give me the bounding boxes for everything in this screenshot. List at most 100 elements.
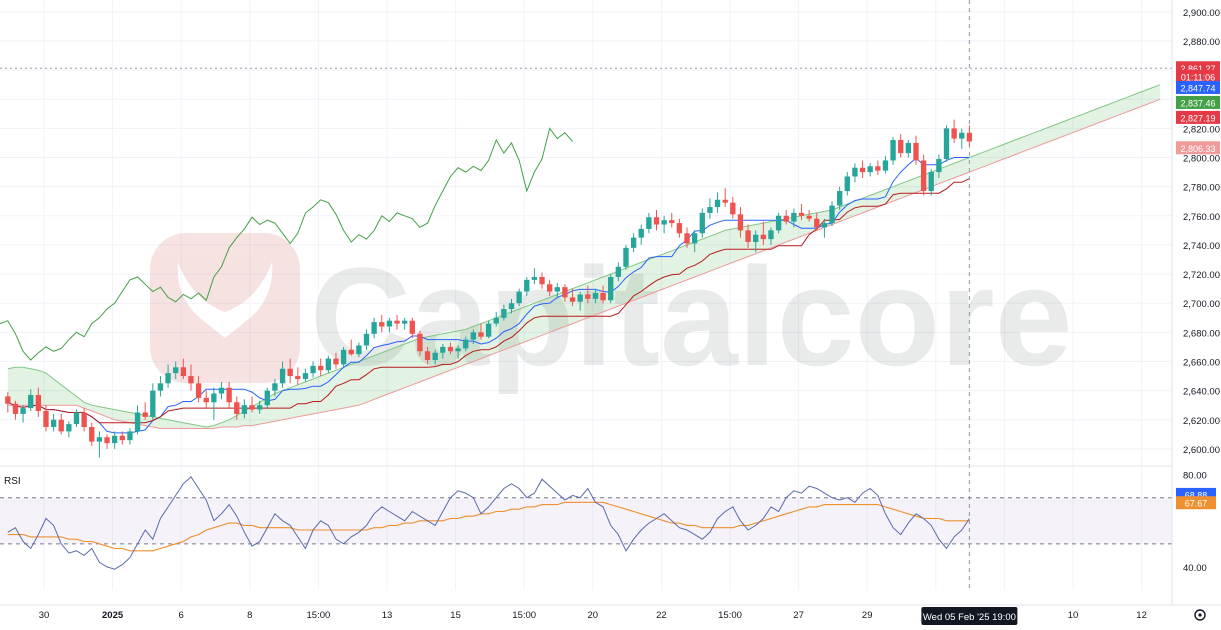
candle[interactable] — [165, 364, 171, 388]
candle[interactable] — [722, 188, 728, 208]
candle[interactable] — [409, 317, 415, 339]
candle[interactable] — [371, 317, 377, 339]
candle[interactable] — [783, 209, 789, 225]
candle[interactable] — [501, 304, 507, 321]
candle[interactable] — [508, 298, 515, 314]
candle[interactable] — [379, 314, 385, 333]
candle[interactable] — [707, 198, 713, 219]
candle[interactable] — [417, 330, 423, 356]
candle[interactable] — [608, 274, 614, 304]
candle[interactable] — [470, 329, 477, 344]
candle[interactable] — [256, 400, 263, 414]
candle[interactable] — [699, 208, 705, 238]
candle[interactable] — [386, 317, 393, 333]
candle[interactable] — [844, 172, 850, 196]
candle[interactable] — [35, 387, 42, 417]
candle[interactable] — [730, 196, 736, 219]
candle[interactable] — [539, 272, 545, 289]
candle[interactable] — [295, 367, 301, 385]
candle[interactable] — [440, 343, 446, 359]
candle[interactable] — [302, 368, 309, 382]
candle[interactable] — [898, 134, 904, 158]
candle[interactable] — [959, 128, 965, 149]
candle[interactable] — [821, 218, 828, 238]
candle[interactable] — [447, 342, 454, 355]
candle[interactable] — [585, 285, 591, 304]
candle[interactable] — [791, 208, 797, 228]
candle[interactable] — [928, 169, 934, 196]
candle[interactable] — [920, 154, 927, 196]
candle[interactable] — [348, 339, 354, 356]
candle[interactable] — [188, 364, 194, 391]
candle[interactable] — [340, 346, 347, 368]
candle[interactable] — [241, 399, 248, 419]
candle[interactable] — [50, 413, 57, 432]
candle[interactable] — [96, 431, 103, 458]
candle[interactable] — [226, 381, 232, 409]
candle[interactable] — [951, 119, 957, 143]
candle[interactable] — [180, 358, 187, 379]
candle[interactable] — [12, 400, 19, 420]
candle[interactable] — [867, 163, 873, 177]
candle[interactable] — [5, 392, 11, 413]
candle[interactable] — [737, 207, 744, 238]
candle[interactable] — [485, 320, 492, 339]
candle[interactable] — [630, 233, 637, 253]
candle[interactable] — [264, 387, 270, 409]
candle[interactable] — [966, 125, 973, 146]
candle[interactable] — [524, 276, 530, 296]
candle[interactable] — [73, 409, 80, 428]
candle[interactable] — [753, 230, 759, 253]
candle[interactable] — [745, 224, 751, 248]
candle[interactable] — [943, 125, 950, 162]
candle[interactable] — [669, 212, 675, 228]
candle[interactable] — [531, 268, 538, 285]
candle[interactable] — [623, 244, 629, 270]
candle[interactable] — [455, 345, 461, 359]
candle[interactable] — [119, 431, 125, 445]
candle[interactable] — [546, 279, 553, 296]
candle[interactable] — [58, 413, 64, 435]
candle[interactable] — [768, 227, 774, 245]
candle[interactable] — [333, 352, 339, 369]
candle[interactable] — [20, 405, 26, 423]
candle[interactable] — [646, 212, 652, 234]
candle[interactable] — [478, 323, 484, 340]
candle[interactable] — [852, 163, 858, 183]
candle[interactable] — [424, 346, 431, 365]
candle[interactable] — [325, 355, 332, 374]
candle[interactable] — [195, 376, 202, 403]
candle[interactable] — [43, 405, 49, 432]
candle[interactable] — [287, 358, 293, 384]
candle[interactable] — [569, 288, 576, 307]
candle[interactable] — [134, 405, 141, 435]
candle[interactable] — [760, 221, 767, 245]
candle[interactable] — [203, 390, 209, 409]
candle[interactable] — [798, 204, 805, 221]
candle[interactable] — [592, 288, 599, 304]
candle[interactable] — [318, 358, 324, 377]
candle[interactable] — [577, 291, 583, 311]
candle[interactable] — [432, 349, 438, 365]
candle[interactable] — [234, 396, 240, 420]
candle[interactable] — [684, 227, 690, 248]
candle[interactable] — [272, 378, 278, 397]
candle[interactable] — [66, 421, 72, 438]
candle[interactable] — [127, 428, 133, 445]
candle[interactable] — [104, 434, 110, 449]
candle[interactable] — [394, 314, 400, 330]
candle[interactable] — [676, 218, 683, 238]
candle[interactable] — [806, 209, 812, 222]
candle[interactable] — [150, 383, 156, 420]
candle[interactable] — [218, 381, 225, 400]
candle[interactable] — [814, 212, 820, 231]
candle[interactable] — [913, 135, 919, 165]
candle[interactable] — [638, 224, 644, 245]
candle[interactable] — [401, 317, 408, 330]
candle[interactable] — [516, 288, 522, 307]
candle[interactable] — [775, 212, 782, 234]
candle[interactable] — [81, 408, 87, 432]
candles[interactable] — [5, 119, 973, 458]
